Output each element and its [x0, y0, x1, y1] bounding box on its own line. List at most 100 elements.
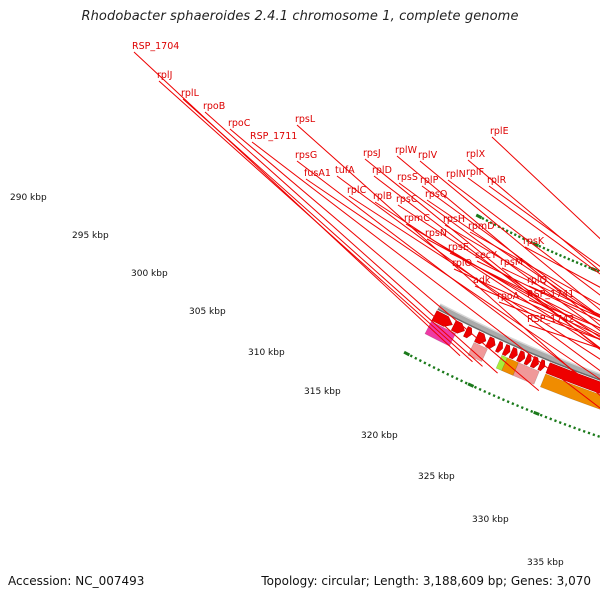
kbp-label: 315 kbp	[304, 387, 341, 397]
gene-label: rpsK	[523, 236, 545, 247]
map-title: Rhodobacter sphaeroides 2.4.1 chromosome…	[81, 9, 519, 24]
tick-mark	[485, 219, 489, 223]
tick-mark	[554, 419, 557, 423]
tick-mark	[573, 426, 577, 430]
tick-mark	[520, 406, 524, 410]
tick-mark	[525, 407, 529, 412]
leader-line	[396, 155, 600, 327]
tick-mark	[511, 402, 515, 406]
gene-label: rpsG	[295, 150, 317, 161]
tick-mark	[409, 354, 413, 358]
leader-line	[421, 185, 600, 317]
gene-label: rplN	[446, 169, 466, 180]
leader-line	[133, 51, 461, 357]
kbp-label: 300 kbp	[131, 269, 168, 279]
leader-line	[467, 177, 600, 275]
tick-mark	[533, 410, 540, 416]
tick-mark	[483, 389, 487, 394]
tick-mark	[509, 231, 513, 235]
tick-mark	[563, 422, 567, 426]
leader-line	[524, 246, 600, 288]
tick-mark	[517, 235, 521, 239]
leader-line	[469, 231, 600, 306]
cds-arrow	[523, 353, 532, 366]
leader-line	[373, 175, 600, 349]
accession: Accession: NC_007493	[8, 574, 145, 588]
gene-label: rpsM	[500, 257, 523, 268]
cds-arrow	[431, 310, 453, 327]
tick-mark	[478, 387, 482, 391]
tick-mark	[530, 409, 534, 413]
tick-mark	[497, 396, 501, 400]
kbp-label: 335 kbp	[527, 558, 564, 568]
cds-arrow	[537, 359, 546, 372]
tick-mark	[475, 213, 483, 220]
tick-mark	[450, 374, 454, 379]
gene-label: adk	[473, 275, 491, 286]
tick-mark	[546, 248, 550, 252]
tick-mark	[493, 223, 497, 227]
gene-label: rpsC	[396, 194, 418, 205]
leader-line	[467, 159, 600, 272]
gene-label: rpsQ	[425, 189, 447, 200]
gene-label: RSP_1742	[527, 314, 574, 325]
gene-label: rpsL	[295, 114, 316, 125]
tick-mark	[432, 365, 436, 370]
leader-line	[453, 268, 600, 337]
tick-mark	[568, 424, 572, 428]
kbp-ticks	[403, 213, 600, 438]
feature-box	[467, 342, 488, 362]
tick-mark	[505, 229, 509, 233]
gene-label: rplD	[372, 165, 392, 176]
tick-mark	[414, 356, 418, 360]
gene-label: rplJ	[157, 70, 172, 81]
cds-arrow	[485, 336, 496, 349]
tick-mark	[538, 244, 542, 248]
tick-mark	[473, 385, 477, 389]
gene-label: rpsS	[397, 172, 418, 183]
leader-line	[476, 260, 600, 322]
tick-mark	[579, 262, 583, 266]
leader-line	[305, 178, 600, 380]
gene-label: rpmC	[404, 213, 430, 224]
tick-mark	[539, 413, 543, 417]
leader-line	[336, 175, 600, 372]
tick-mark	[521, 237, 525, 241]
gene-label: rplF	[466, 167, 484, 178]
leader-line	[251, 141, 600, 409]
tick-mark	[403, 350, 411, 357]
leader-line	[449, 252, 600, 329]
gene-label: fusA1	[304, 168, 331, 179]
tick-mark	[558, 253, 562, 258]
leader-line	[364, 158, 600, 350]
gene-label: rplX	[466, 149, 486, 160]
tick-mark	[587, 431, 591, 435]
leader-line	[474, 285, 600, 340]
gene-label: rplP	[420, 175, 439, 186]
tick-mark	[492, 394, 496, 398]
gene-label: rplB	[373, 191, 392, 202]
cds-arrows	[431, 310, 600, 394]
tick-mark	[588, 266, 592, 270]
tick-mark	[575, 261, 579, 265]
leader-line	[444, 224, 600, 318]
leader-line	[397, 204, 600, 338]
tick-mark	[563, 255, 567, 259]
cds-arrow	[463, 326, 473, 339]
tick-mark	[446, 372, 450, 376]
tick-mark	[567, 257, 571, 261]
gene-label: rpsE	[448, 242, 469, 253]
leader-line	[491, 136, 600, 240]
kbp-label: 305 kbp	[189, 307, 226, 317]
leader-line	[296, 124, 600, 396]
tick-mark	[596, 269, 600, 273]
tick-mark	[592, 433, 596, 437]
gene-label: rplC	[347, 185, 367, 196]
gene-label: RSP_1704	[132, 41, 179, 52]
tick-mark	[487, 392, 491, 396]
leader-line	[296, 160, 600, 392]
leader-line	[348, 195, 600, 360]
gene-label: rpoA	[497, 291, 520, 302]
label-leaders	[133, 51, 600, 409]
